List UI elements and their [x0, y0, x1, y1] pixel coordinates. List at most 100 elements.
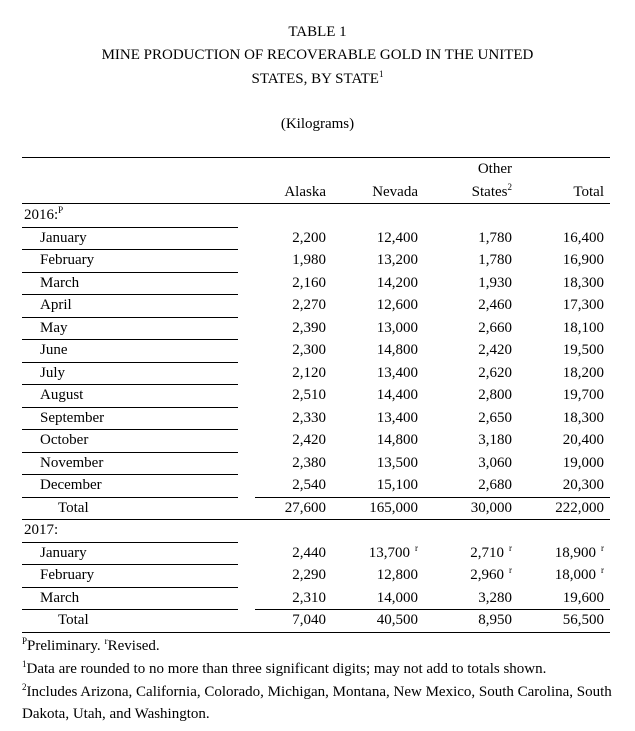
cell-value: 2,710 r — [402, 542, 512, 564]
cell-value: 13,400 — [308, 362, 418, 384]
cell-value: 2,510 — [292, 387, 326, 403]
cell-value: 165,000 — [369, 499, 418, 516]
cell-value: 2,800 — [478, 387, 512, 403]
cell-value: 18,200 — [562, 364, 604, 381]
row-label: June — [40, 342, 68, 358]
cell-value: 2,290 — [292, 567, 326, 583]
cell-value: 13,400 — [376, 364, 418, 381]
cell-value: 2,680 — [402, 474, 512, 496]
cell-value: 8,950 — [402, 609, 512, 631]
cell-value: 2,620 — [402, 362, 512, 384]
cell-value: 13,200 — [308, 249, 418, 271]
cell-value: 40,500 — [308, 609, 418, 631]
cell-value: 2,160 — [216, 272, 326, 294]
row-label: September — [40, 409, 105, 426]
cell-value: 18,900 r — [494, 542, 604, 564]
cell-value: 1,780 — [478, 229, 512, 246]
cell-value: 2,420 — [216, 429, 326, 451]
cell-value: 12,800 — [376, 567, 418, 583]
row-label: July — [40, 364, 66, 381]
cell-value: 2,330 — [216, 407, 326, 429]
cell-value: 13,000 — [376, 319, 418, 336]
rule — [22, 361, 238, 363]
rule — [22, 474, 238, 475]
rule — [22, 496, 238, 498]
cell-value: 2,390 — [292, 319, 326, 336]
cell-value: 2,710 — [470, 544, 504, 561]
rule — [22, 429, 238, 430]
title-line: STATES, BY STATE1 — [0, 70, 635, 88]
cell-value: 2,620 — [478, 364, 512, 381]
footnote-text: Data are rounded to no more than three s… — [26, 660, 547, 677]
cell-value: 20,400 — [494, 429, 604, 451]
cell-value: 14,800 — [376, 342, 418, 358]
cell-value: 2,650 — [402, 407, 512, 429]
cell-value: 18,300 — [562, 409, 604, 426]
cell-value: 2,200 — [292, 229, 326, 246]
cell-value: 18,000 r — [494, 564, 604, 586]
rule — [22, 226, 238, 228]
cell-value: 2,120 — [216, 362, 326, 384]
column-header: States — [471, 184, 508, 200]
cell-value: 15,100 — [376, 477, 418, 493]
cell-value: 14,800 — [376, 432, 418, 448]
cell-value: 14,800 — [308, 339, 418, 361]
cell-value: 12,600 — [308, 294, 418, 316]
cell-value: 1,980 — [216, 249, 326, 271]
cell-value: 18,300 — [562, 274, 604, 291]
cell-value: 2,420 — [478, 342, 512, 358]
row-label: March — [40, 274, 80, 291]
section-label: 2017: — [24, 519, 58, 541]
cell-value: 2,440 — [292, 544, 326, 561]
table-number: TABLE 1 — [288, 24, 347, 40]
rule — [22, 519, 610, 520]
cell-value: 12,600 — [376, 297, 418, 313]
rule — [255, 496, 610, 498]
row-label: April — [40, 297, 72, 313]
column-header: Total — [573, 184, 604, 200]
cell-value: 19,500 — [562, 342, 604, 358]
cell-value: 14,000 — [376, 589, 418, 606]
cell-value: 19,600 — [562, 589, 604, 606]
cell-value: 1,980 — [292, 252, 326, 268]
cell-value: 2,160 — [292, 274, 326, 291]
cell-value: 19,700 — [562, 387, 604, 403]
cell-value: 56,500 — [494, 609, 604, 631]
section-label: 2017: — [24, 522, 59, 538]
row-label: May — [40, 319, 68, 336]
rule — [22, 564, 238, 565]
cell-value: 14,000 — [308, 587, 418, 609]
revised-mark: r — [601, 542, 604, 553]
cell-value: 30,000 — [402, 497, 512, 519]
cell-value: 2,300 — [292, 342, 326, 358]
footnote-mark: P — [22, 635, 28, 646]
cell-value: 2,310 — [216, 587, 326, 609]
cell-value: 14,200 — [308, 272, 418, 294]
cell-value: 2,270 — [216, 294, 326, 316]
row-label: November — [40, 454, 104, 471]
cell-value: 7,040 — [216, 609, 326, 631]
cell-value: 2,120 — [292, 364, 326, 381]
cell-value: 16,400 — [494, 227, 604, 249]
cell-value: 2,420 — [292, 432, 326, 448]
cell-value: 19,000 — [562, 454, 604, 471]
rule — [22, 384, 238, 385]
cell-value: 3,060 — [478, 454, 512, 471]
cell-value: 2,380 — [292, 454, 326, 471]
section-label: 2016: — [24, 207, 59, 223]
revised-mark: r — [509, 565, 512, 575]
cell-value: 2,330 — [292, 409, 326, 426]
rule — [22, 316, 238, 318]
rule — [22, 249, 238, 250]
cell-value: 14,400 — [308, 384, 418, 406]
cell-value: 2,460 — [402, 294, 512, 316]
footnote-text: Preliminary. — [27, 637, 101, 654]
revised-mark: r — [601, 565, 604, 575]
cell-value: 20,400 — [562, 432, 604, 448]
unit: (Kilograms) — [280, 116, 355, 132]
cell-value: 2,460 — [478, 297, 512, 313]
title: STATES, BY STATE — [251, 71, 379, 87]
cell-value: 2,310 — [292, 589, 326, 606]
row-label: February — [40, 252, 95, 268]
cell-value: 18,300 — [494, 407, 604, 429]
